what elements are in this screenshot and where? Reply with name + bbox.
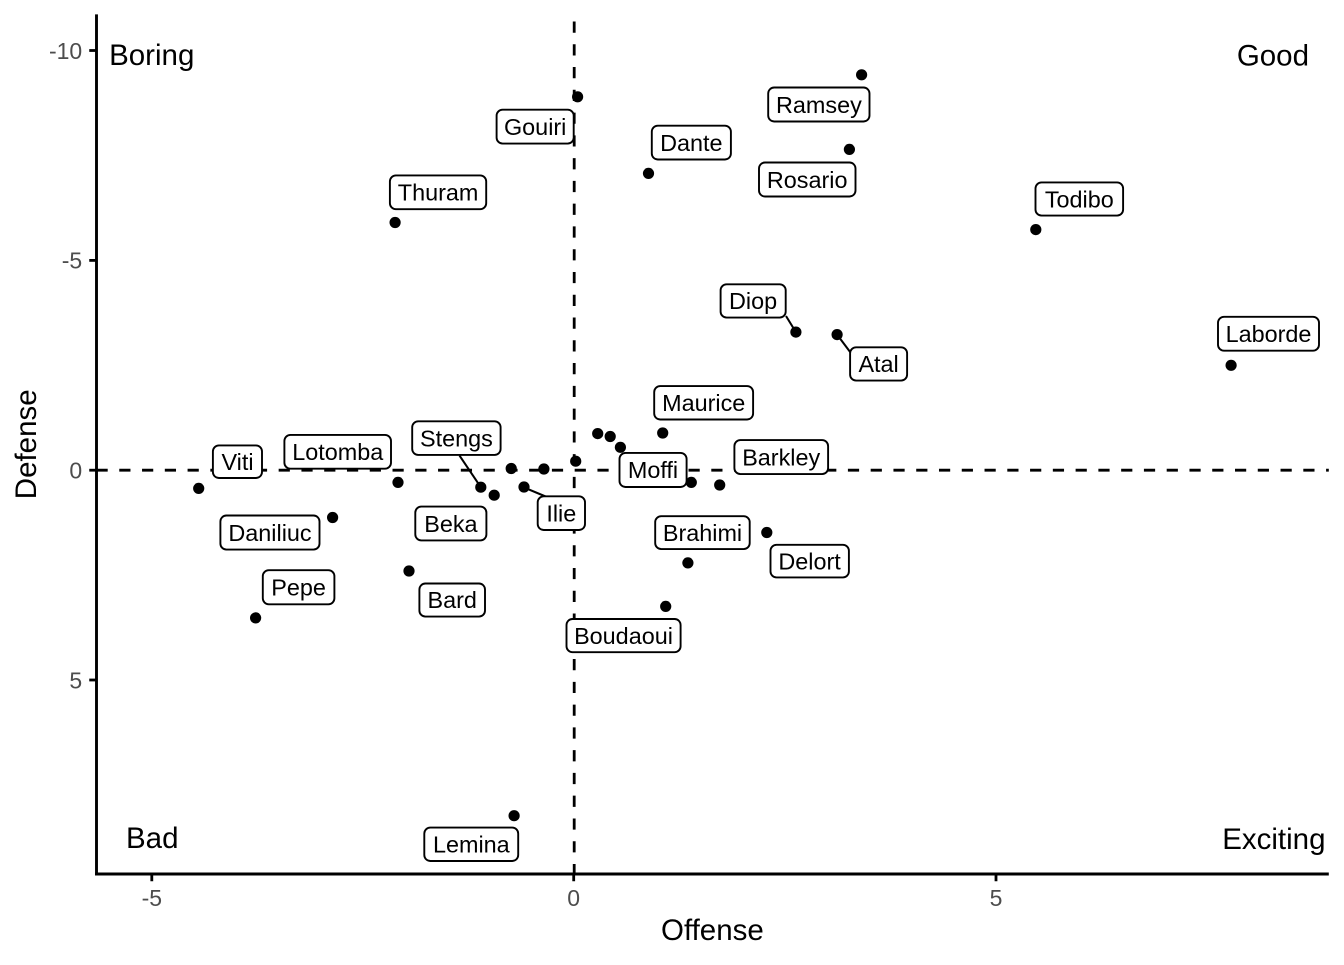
svg-text:Boudaoui: Boudaoui: [574, 623, 673, 649]
svg-text:Stengs: Stengs: [420, 425, 493, 451]
svg-text:Rosario: Rosario: [767, 167, 848, 193]
svg-text:Thuram: Thuram: [398, 180, 479, 206]
svg-text:-10: -10: [49, 38, 82, 64]
svg-text:Boring: Boring: [109, 39, 194, 72]
svg-text:Offense: Offense: [661, 914, 764, 947]
svg-text:Moffi: Moffi: [628, 457, 678, 483]
svg-text:-5: -5: [62, 248, 82, 274]
svg-text:Pepe: Pepe: [271, 575, 326, 601]
svg-text:Brahimi: Brahimi: [663, 520, 742, 546]
svg-text:5: 5: [69, 667, 82, 693]
svg-text:Barkley: Barkley: [742, 444, 820, 470]
svg-text:0: 0: [69, 458, 82, 484]
svg-text:Lotomba: Lotomba: [292, 439, 384, 465]
svg-text:Ilie: Ilie: [546, 500, 576, 526]
svg-text:Viti: Viti: [221, 449, 253, 475]
svg-text:Daniliuc: Daniliuc: [228, 520, 312, 546]
svg-text:Gouiri: Gouiri: [504, 114, 566, 140]
svg-text:Defense: Defense: [10, 389, 43, 499]
svg-text:Maurice: Maurice: [662, 390, 745, 416]
svg-text:5: 5: [990, 885, 1003, 911]
svg-text:0: 0: [567, 885, 580, 911]
svg-text:-5: -5: [142, 885, 162, 911]
svg-text:Lemina: Lemina: [433, 832, 511, 858]
svg-text:Beka: Beka: [424, 511, 478, 537]
svg-text:Delort: Delort: [778, 548, 841, 574]
svg-text:Exciting: Exciting: [1222, 823, 1325, 856]
svg-text:Ramsey: Ramsey: [776, 92, 862, 118]
svg-text:Atal: Atal: [858, 351, 898, 377]
svg-text:Diop: Diop: [729, 288, 777, 314]
svg-text:Good: Good: [1237, 39, 1309, 72]
svg-text:Laborde: Laborde: [1226, 321, 1312, 347]
svg-text:Dante: Dante: [660, 130, 722, 156]
svg-text:Bad: Bad: [126, 822, 179, 855]
svg-text:Todibo: Todibo: [1045, 186, 1114, 212]
svg-text:Bard: Bard: [427, 587, 476, 613]
